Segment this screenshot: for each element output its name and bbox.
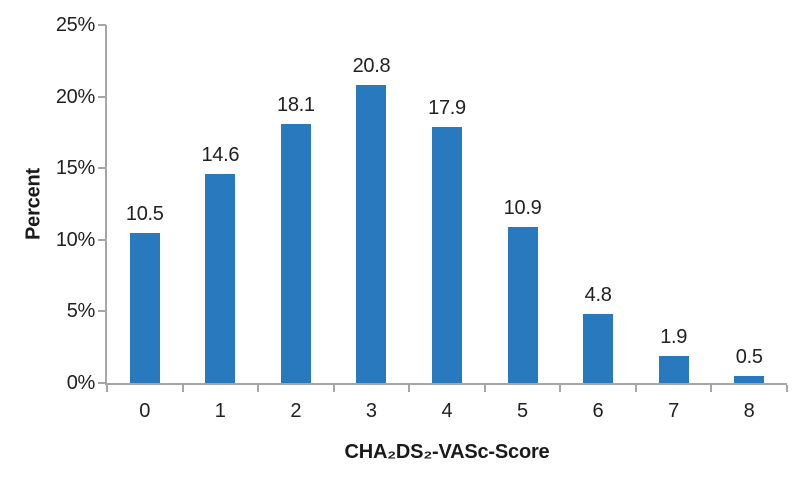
x-tick-mark xyxy=(257,385,260,392)
y-tick-mark xyxy=(98,167,106,170)
bar-value-label: 20.8 xyxy=(352,55,391,78)
bar xyxy=(129,232,160,383)
bar xyxy=(205,173,236,383)
y-tick-label: 5% xyxy=(66,300,96,323)
x-tick-mark xyxy=(181,385,184,392)
bar xyxy=(507,226,538,383)
y-tick-mark xyxy=(98,382,106,384)
bar-value-label: 1.9 xyxy=(660,325,688,348)
x-tick-mark xyxy=(710,385,713,392)
x-tick-label: 4 xyxy=(441,400,453,422)
x-tick-mark xyxy=(106,385,108,392)
x-tick-label: 8 xyxy=(743,400,755,422)
bar-value-label: 18.1 xyxy=(277,93,315,116)
x-tick-label: 1 xyxy=(214,400,226,422)
bar-value-label: 4.8 xyxy=(584,284,612,307)
bar-value-label: 14.6 xyxy=(201,143,240,166)
y-tick-mark xyxy=(98,95,106,98)
x-tick-label: 3 xyxy=(365,400,377,422)
x-axis-title: CHA₂DS₂-VASc-Score xyxy=(344,441,550,463)
x-tick-label: 6 xyxy=(592,400,604,422)
bar-value-label: 0.5 xyxy=(735,345,763,368)
bar xyxy=(734,375,765,383)
bar xyxy=(432,126,462,383)
y-tick-label: 20% xyxy=(55,85,95,108)
y-axis-line xyxy=(105,25,107,383)
y-tick-mark xyxy=(98,24,106,26)
x-tick-mark xyxy=(786,385,788,392)
y-tick-mark xyxy=(98,310,106,313)
x-tick-label: 7 xyxy=(668,400,680,422)
x-tick-label: 5 xyxy=(516,400,529,422)
x-tick-mark xyxy=(483,385,486,392)
y-tick-label: 25% xyxy=(55,14,95,36)
x-tick-mark xyxy=(634,385,637,392)
plot-area: 0% 5% 10% 15% 20% 25% 10.5 0 14.6 1 18.1 2 20.8 3 17.9… xyxy=(56,14,788,422)
bar xyxy=(583,314,614,383)
x-tick-mark xyxy=(559,385,562,392)
bar-value-label: 10.9 xyxy=(503,196,542,219)
bar xyxy=(356,85,387,383)
x-tick-mark xyxy=(408,385,411,392)
bar xyxy=(280,123,311,383)
bar-value-label: 17.9 xyxy=(428,96,466,119)
y-tick-mark xyxy=(98,238,106,241)
x-axis-line xyxy=(105,383,787,385)
x-tick-label: 2 xyxy=(290,400,302,422)
y-tick-label: 0% xyxy=(66,372,96,394)
bar-value-label: 10.5 xyxy=(125,202,164,225)
y-tick-label: 10% xyxy=(55,228,95,251)
x-tick-mark xyxy=(332,385,335,392)
bar xyxy=(658,355,689,383)
x-tick-label: 0 xyxy=(139,400,151,422)
y-tick-label: 15% xyxy=(55,157,95,180)
